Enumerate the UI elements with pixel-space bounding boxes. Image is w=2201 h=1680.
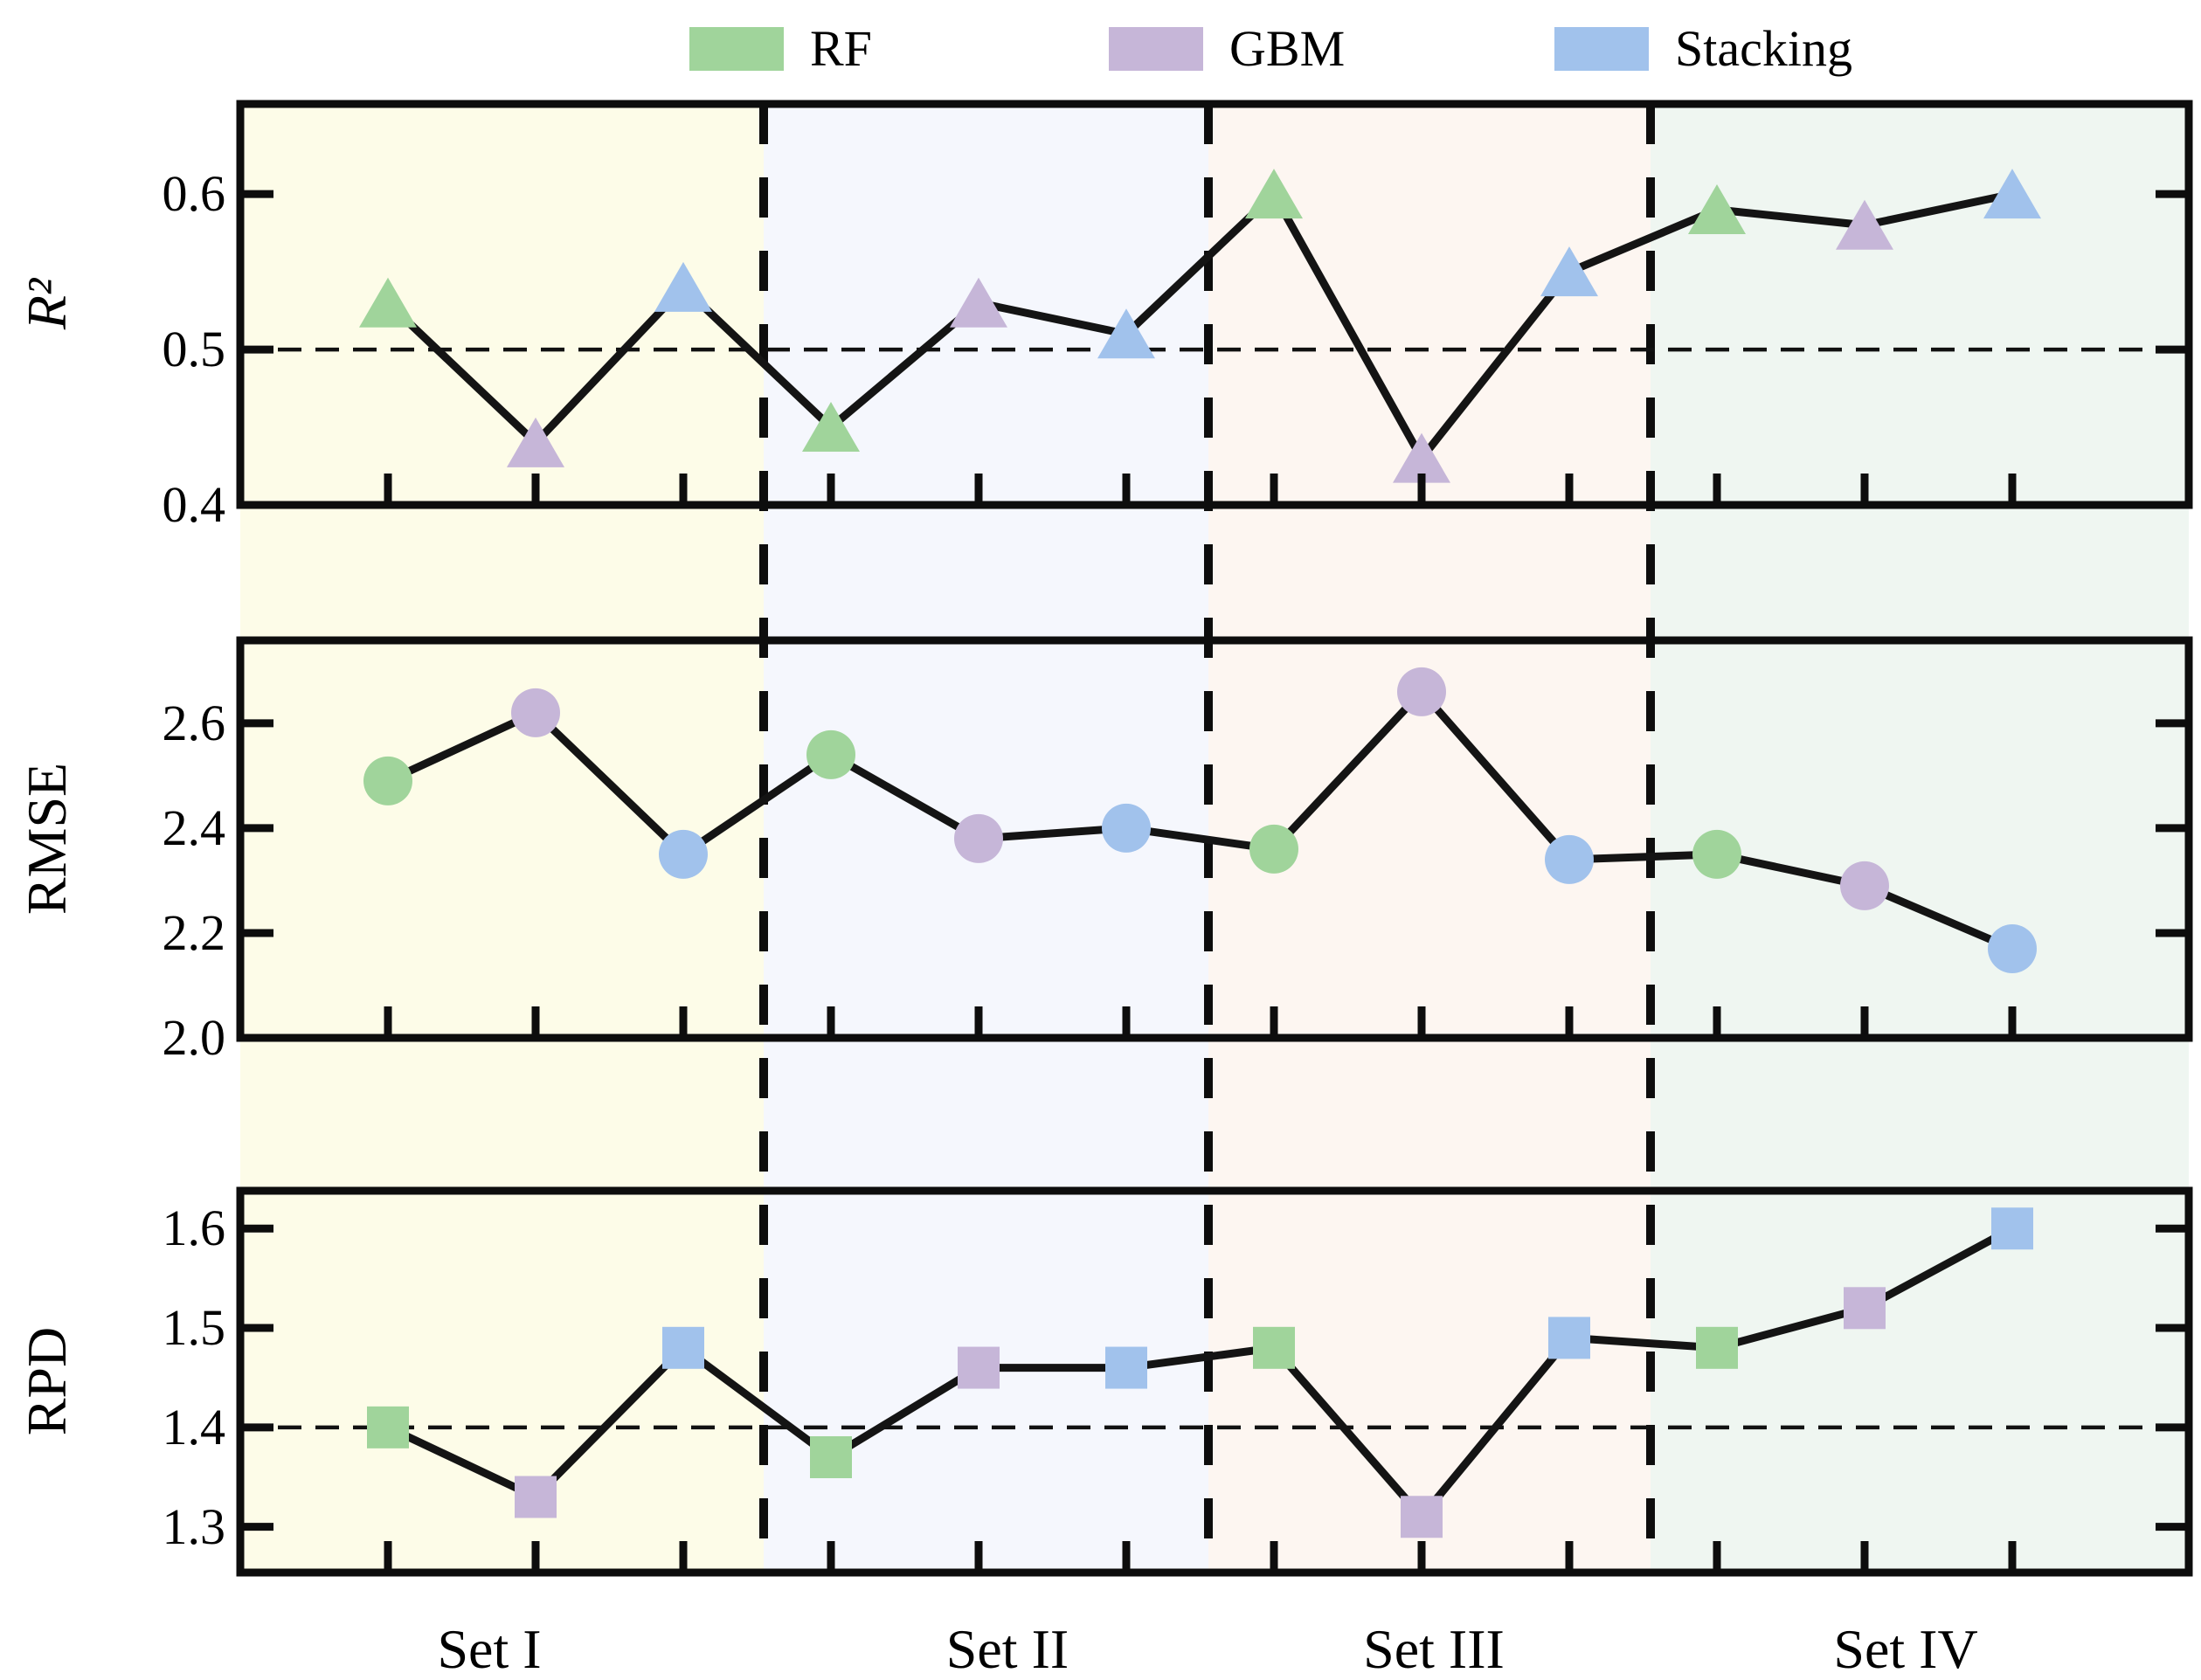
- y-axis-label-rpd: RPD: [16, 1326, 78, 1436]
- y-tick-label-r2-0.4: 0.4: [162, 476, 226, 533]
- y-tick-label-rpd-1.4: 1.4: [162, 1398, 226, 1455]
- marker-rmse-set3-stacking: [1545, 834, 1594, 884]
- marker-rpd-set1-rf: [367, 1406, 409, 1448]
- marker-rmse-set2-rf: [806, 729, 855, 779]
- y-tick-label-rmse-2.0: 2.0: [162, 1009, 226, 1066]
- marker-rpd-set4-rf: [1696, 1326, 1738, 1369]
- marker-rpd-set1-stacking: [662, 1326, 704, 1369]
- y-axis-label-rmse: RMSE: [16, 762, 78, 916]
- marker-rpd-set2-gbm: [958, 1346, 1000, 1389]
- y-tick-label-rpd-1.5: 1.5: [162, 1299, 226, 1357]
- marker-rmse-set1-gbm: [511, 688, 560, 737]
- marker-rmse-set3-rf: [1249, 824, 1298, 874]
- marker-r2-set2-gbm: [950, 277, 1007, 328]
- marker-rpd-set1-gbm: [515, 1476, 557, 1518]
- x-group-label-set2: Set II: [945, 1618, 1069, 1680]
- rf-swatch-icon: [689, 27, 784, 71]
- series-line-rpd: [386, 1225, 2015, 1521]
- marker-r2-set3-gbm: [1393, 432, 1450, 483]
- marker-r2-set2-stacking: [1097, 308, 1155, 359]
- marker-rmse-set4-rf: [1692, 829, 1741, 879]
- stacking-swatch-icon: [1554, 27, 1649, 71]
- x-group-label-set4: Set IV: [1833, 1618, 1978, 1680]
- series-line-rmse: [386, 688, 2014, 953]
- marker-rmse-set2-stacking: [1102, 803, 1151, 853]
- marker-rmse-set4-gbm: [1840, 861, 1889, 910]
- legend-item-rf: RF: [689, 20, 872, 77]
- legend-item-gbm: GBM: [1109, 20, 1346, 77]
- marker-rmse-set1-rf: [363, 756, 412, 805]
- marker-rpd-set4-stacking: [1991, 1207, 2033, 1250]
- y-tick-label-rmse-2.2: 2.2: [162, 903, 226, 961]
- gbm-swatch-icon: [1109, 27, 1203, 71]
- marker-rpd-set3-rf: [1253, 1326, 1295, 1369]
- marker-rmse-set2-gbm: [954, 813, 1003, 863]
- legend-label-rf: RF: [810, 20, 872, 77]
- legend-label-stacking: Stacking: [1675, 20, 1852, 77]
- panel-border-r2: [236, 100, 2193, 509]
- marker-rpd-set3-stacking: [1548, 1317, 1590, 1359]
- x-group-label-set1: Set I: [437, 1618, 542, 1680]
- y-axis-label-r2: R²: [16, 278, 78, 330]
- marker-r2-set3-stacking: [1540, 246, 1598, 297]
- series-line-r2: [384, 190, 2013, 463]
- marker-r2-set1-gbm: [507, 417, 564, 467]
- marker-rpd-set2-stacking: [1105, 1346, 1147, 1389]
- marker-r2-set1-stacking: [654, 261, 712, 312]
- marker-rpd-set2-rf: [810, 1435, 852, 1478]
- marker-rmse-set3-gbm: [1397, 667, 1446, 716]
- marker-r2-set4-stacking: [1983, 169, 2041, 219]
- panel-border-rpd: [236, 1186, 2193, 1577]
- marker-r2-set4-rf: [1688, 183, 1746, 234]
- marker-rpd-set3-gbm: [1401, 1496, 1443, 1538]
- marker-r2-set4-gbm: [1836, 199, 1893, 250]
- marker-r2-set1-rf: [359, 277, 417, 328]
- y-tick-label-rmse-2.6: 2.6: [162, 694, 226, 751]
- legend-label-gbm: GBM: [1229, 20, 1346, 77]
- y-tick-label-r2-0.5: 0.5: [162, 321, 226, 378]
- y-tick-label-rpd-1.6: 1.6: [162, 1200, 226, 1257]
- marker-rpd-set4-gbm: [1844, 1287, 1886, 1330]
- y-tick-label-r2-0.6: 0.6: [162, 165, 226, 223]
- marker-r2-set3-rf: [1245, 169, 1303, 219]
- marker-r2-set2-rf: [802, 402, 860, 453]
- marker-rmse-set1-stacking: [659, 829, 708, 879]
- legend-item-stacking: Stacking: [1554, 20, 1852, 77]
- panel-border-rmse: [236, 636, 2193, 1042]
- y-tick-label-rmse-2.4: 2.4: [162, 799, 226, 856]
- marker-rmse-set4-stacking: [1988, 923, 2037, 973]
- x-group-label-set3: Set III: [1363, 1618, 1505, 1680]
- y-tick-label-rpd-1.3: 1.3: [162, 1497, 226, 1555]
